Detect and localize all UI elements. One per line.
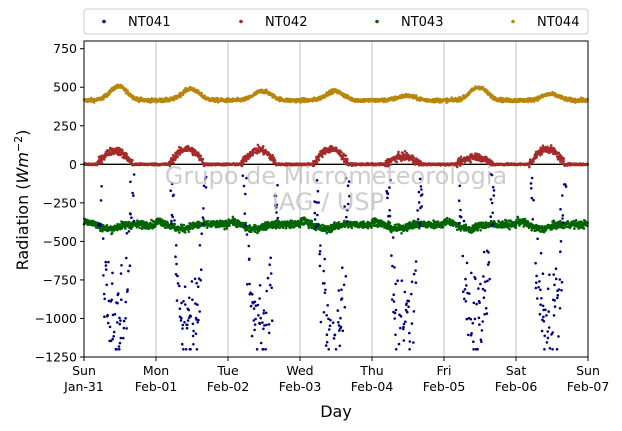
legend-box <box>83 8 589 35</box>
data-point <box>196 151 200 154</box>
data-point <box>184 231 187 234</box>
data-point <box>317 158 321 162</box>
legend: NT041 NT042 NT043 NT044 <box>83 8 589 35</box>
series-NT044 <box>82 83 589 105</box>
data-point <box>228 224 231 227</box>
data-point <box>310 219 314 223</box>
data-point <box>138 226 141 230</box>
data-point <box>231 215 235 219</box>
legend-label: NT044 <box>537 15 579 30</box>
data-point <box>346 158 349 162</box>
data-point <box>125 152 128 156</box>
data-point <box>562 157 566 160</box>
data-point <box>206 219 210 223</box>
data-point <box>173 222 176 226</box>
series-layer <box>82 83 589 351</box>
data-point <box>105 224 109 227</box>
data-point <box>330 145 334 148</box>
data-point <box>100 162 104 165</box>
data-point <box>540 152 544 156</box>
data-point <box>271 154 275 157</box>
data-point <box>321 155 324 159</box>
data-point <box>182 223 186 227</box>
data-point <box>307 219 310 222</box>
data-point <box>265 88 268 91</box>
data-point <box>532 160 535 163</box>
legend-marker <box>511 19 515 24</box>
data-point <box>459 155 463 159</box>
data-point <box>178 153 182 156</box>
data-point <box>199 154 203 158</box>
data-point <box>92 101 96 104</box>
data-point <box>261 145 265 148</box>
data-point <box>346 94 350 97</box>
data-point <box>281 220 284 224</box>
data-point <box>116 222 119 226</box>
legend-marker <box>102 19 106 24</box>
legend-label: NT041 <box>128 15 170 30</box>
data-point <box>225 227 229 230</box>
legend-label: NT042 <box>265 15 307 30</box>
data-point <box>110 231 114 235</box>
data-point <box>244 221 248 225</box>
series-NT043 <box>82 215 589 236</box>
data-point <box>327 94 330 97</box>
data-point <box>340 151 343 154</box>
data-point <box>344 154 348 157</box>
data-point <box>201 157 205 161</box>
data-point <box>205 226 209 229</box>
legend-marker <box>239 19 243 24</box>
data-point <box>549 144 553 147</box>
data-point <box>562 160 565 163</box>
data-point <box>307 226 311 230</box>
data-point <box>528 165 531 169</box>
data-point <box>176 155 179 158</box>
grid <box>155 41 517 357</box>
data-point <box>251 153 255 157</box>
data-point <box>178 231 181 234</box>
data-point <box>405 151 409 155</box>
data-point <box>200 91 203 95</box>
data-point <box>121 149 124 152</box>
data-point <box>124 227 127 230</box>
data-point <box>397 150 400 154</box>
data-point <box>223 227 226 231</box>
data-point <box>179 95 183 98</box>
data-point <box>412 156 416 159</box>
data-point <box>131 158 134 162</box>
data-point <box>298 225 302 229</box>
data-point <box>253 230 257 233</box>
legend-marker <box>375 19 379 24</box>
legend-label: NT043 <box>401 15 443 30</box>
data-point <box>535 155 539 158</box>
data-point <box>181 93 185 96</box>
data-point <box>187 230 191 233</box>
